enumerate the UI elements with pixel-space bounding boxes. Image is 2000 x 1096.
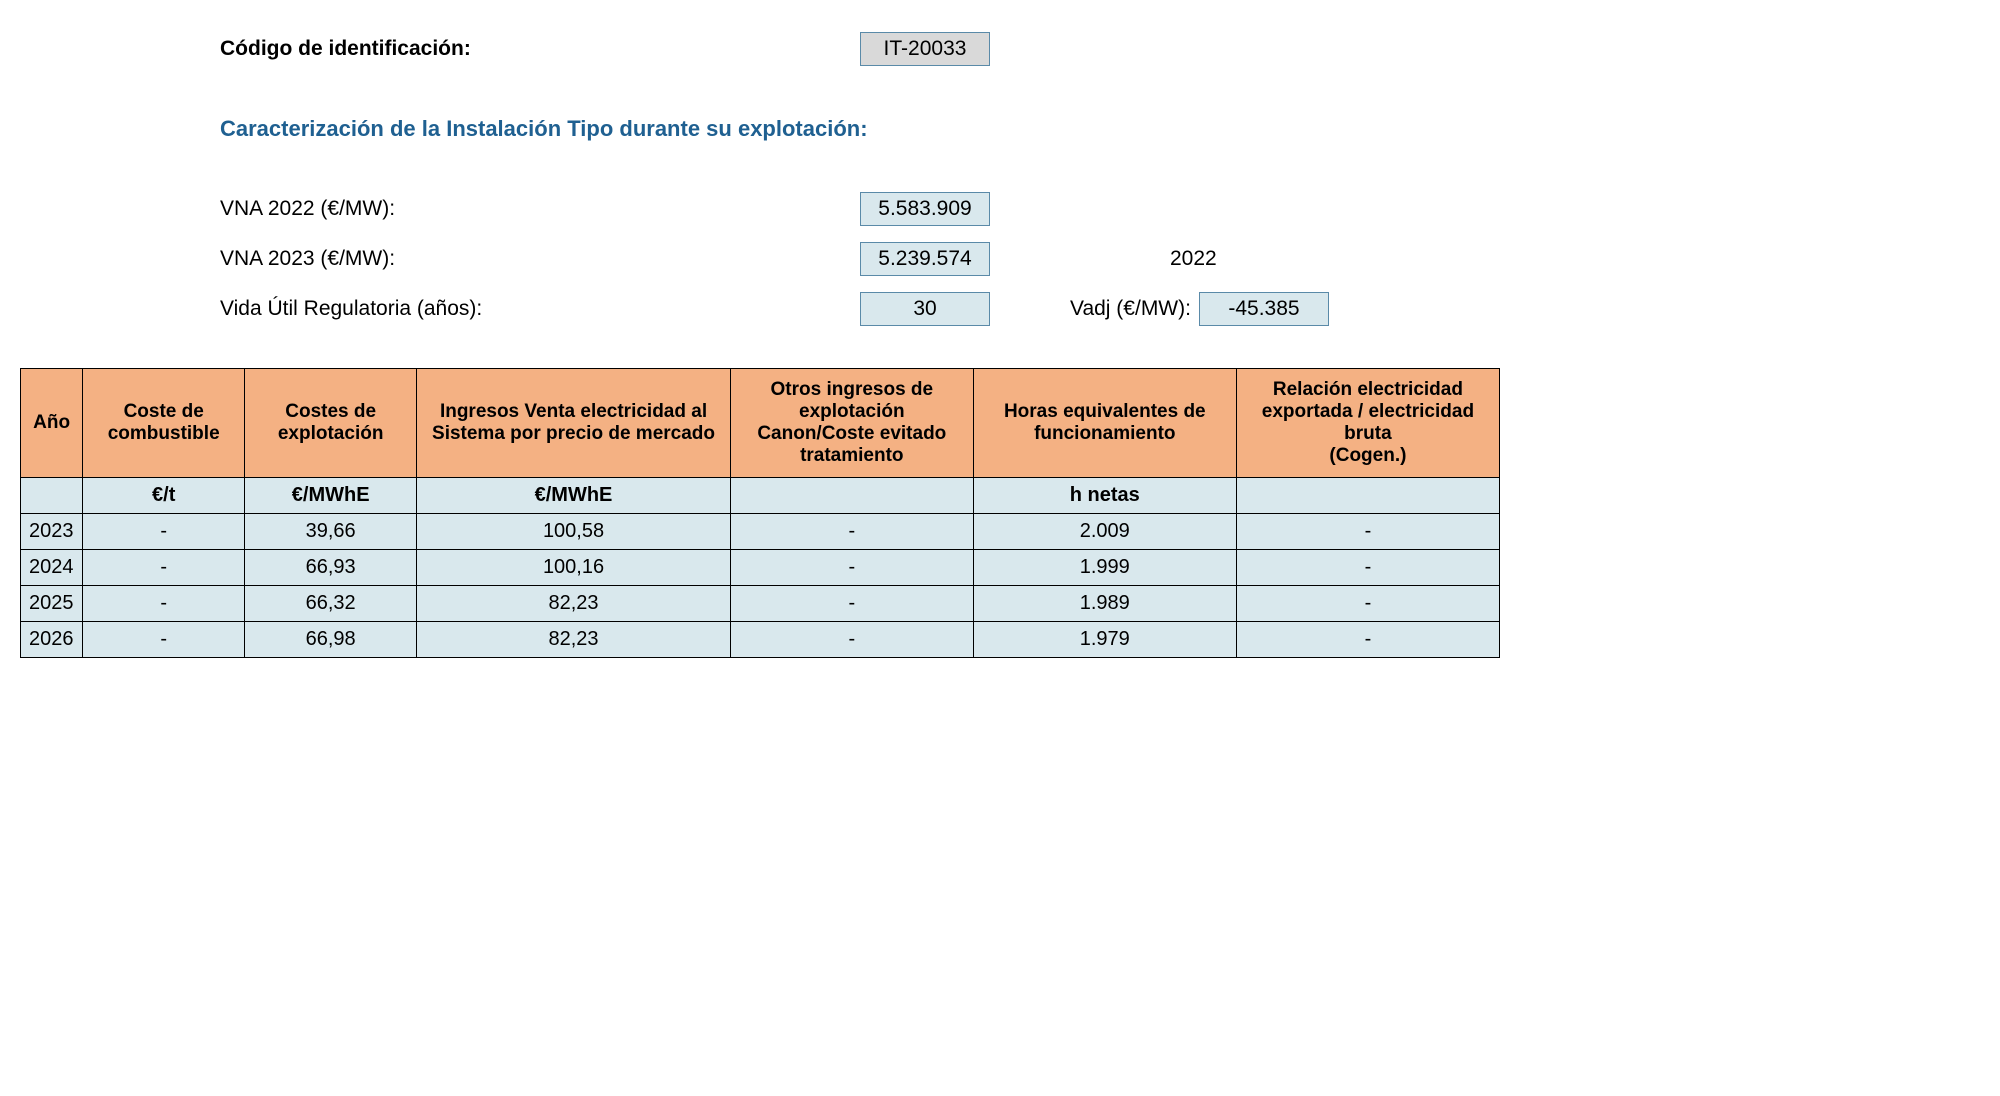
vida-util-label: Vida Útil Regulatoria (años):	[220, 297, 860, 321]
header-section: Código de identificación: IT-20033 Carac…	[220, 30, 1980, 328]
table-year-cell: 2024	[21, 550, 83, 586]
table-cell: 39,66	[245, 514, 417, 550]
identification-label: Código de identificación:	[220, 37, 860, 61]
table-cell: -	[730, 586, 973, 622]
table-cell: -	[730, 514, 973, 550]
data-table: AñoCoste de combustibleCostes de explota…	[20, 368, 1500, 658]
vadj-value: -45.385	[1199, 292, 1329, 326]
table-body: €/t€/MWhE€/MWhEh netas2023-39,66100,58-2…	[21, 478, 1500, 658]
vna2022-value: 5.583.909	[860, 192, 990, 226]
table-row: 2024-66,93100,16-1.999-	[21, 550, 1500, 586]
table-unit-cell	[21, 478, 83, 514]
table-unit-cell: €/MWhE	[417, 478, 731, 514]
table-cell: -	[730, 622, 973, 658]
table-cell: -	[1236, 514, 1499, 550]
table-units-row: €/t€/MWhE€/MWhEh netas	[21, 478, 1500, 514]
table-cell: -	[83, 550, 245, 586]
table-header-cell: Año	[21, 369, 83, 478]
table-cell: -	[83, 514, 245, 550]
table-header-row: AñoCoste de combustibleCostes de explota…	[21, 369, 1500, 478]
table-unit-cell	[730, 478, 973, 514]
vna2023-label: VNA 2023 (€/MW):	[220, 247, 860, 271]
table-cell: -	[83, 586, 245, 622]
table-cell: -	[730, 550, 973, 586]
table-cell: 66,32	[245, 586, 417, 622]
table-header-cell: Ingresos Venta electricidad al Sistema p…	[417, 369, 731, 478]
table-cell: 100,58	[417, 514, 731, 550]
table-cell: 1.989	[973, 586, 1236, 622]
vna2022-label: VNA 2022 (€/MW):	[220, 197, 860, 221]
table-header-cell: Costes de explotación	[245, 369, 417, 478]
table-cell: -	[1236, 586, 1499, 622]
table-cell: -	[1236, 622, 1499, 658]
table-cell: 66,93	[245, 550, 417, 586]
table-cell: -	[83, 622, 245, 658]
table-year-cell: 2023	[21, 514, 83, 550]
table-year-cell: 2025	[21, 586, 83, 622]
table-cell: 82,23	[417, 622, 731, 658]
table-header-cell: Coste de combustible	[83, 369, 245, 478]
table-unit-cell	[1236, 478, 1499, 514]
table-header-cell: Relación electricidad exportada / electr…	[1236, 369, 1499, 478]
table-cell: 82,23	[417, 586, 731, 622]
table-year-cell: 2026	[21, 622, 83, 658]
table-head: AñoCoste de combustibleCostes de explota…	[21, 369, 1500, 478]
table-unit-cell: €/MWhE	[245, 478, 417, 514]
table-cell: 66,98	[245, 622, 417, 658]
table-cell: 1.999	[973, 550, 1236, 586]
table-header-cell: Horas equivalentes de funcionamiento	[973, 369, 1236, 478]
section-title: Caracterización de la Instalación Tipo d…	[220, 116, 868, 142]
table-row: 2023-39,66100,58-2.009-	[21, 514, 1500, 550]
table-row: 2026-66,9882,23-1.979-	[21, 622, 1500, 658]
table-cell: 100,16	[417, 550, 731, 586]
table-row: 2025-66,3282,23-1.989-	[21, 586, 1500, 622]
vna2023-value: 5.239.574	[860, 242, 990, 276]
table-unit-cell: €/t	[83, 478, 245, 514]
vadj-label: Vadj (€/MW):	[1070, 297, 1191, 321]
vida-util-value: 30	[860, 292, 990, 326]
table-cell: 2.009	[973, 514, 1236, 550]
table-unit-cell: h netas	[973, 478, 1236, 514]
table-header-cell: Otros ingresos de explotación Canon/Cost…	[730, 369, 973, 478]
identification-value: IT-20033	[860, 32, 990, 66]
table-cell: 1.979	[973, 622, 1236, 658]
table-cell: -	[1236, 550, 1499, 586]
year-extra: 2022	[1170, 247, 1217, 271]
